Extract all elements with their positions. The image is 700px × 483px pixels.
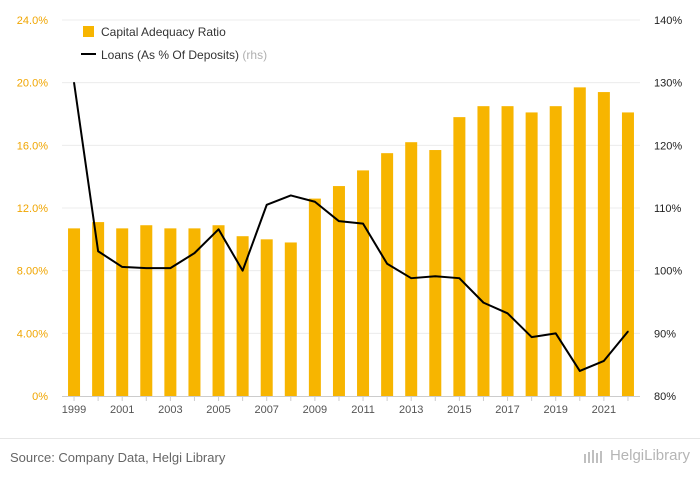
left-tick-label: 4.00% [17,328,48,340]
x-tick-label: 2013 [399,404,423,416]
right-axis: 80% 90% 100% 110% 120% 130% 140% [654,15,682,403]
bar [188,228,201,396]
source-note: Source: Company Data, Helgi Library [10,450,226,465]
right-tick-label: 120% [654,140,682,152]
grid-lines [62,19,640,397]
bar [549,106,562,397]
bar [573,87,586,396]
left-tick-label: 24.0% [17,15,48,27]
x-tick-label: 2021 [592,404,616,416]
bar [621,112,634,396]
bar [308,198,321,396]
legend-bar-swatch [83,26,94,37]
line-point [458,277,461,279]
line-point [603,360,605,362]
line-point [217,228,220,231]
bar [453,117,466,396]
bar [477,106,490,397]
legend: Capital Adequacy Ratio Loans (As % Of De… [81,25,267,62]
legend-line-label-text: Loans (As % Of Deposits) [101,48,239,62]
right-tick-label: 80% [654,391,676,403]
line-point [506,312,509,315]
line-point [121,266,124,268]
x-tick-label: 2015 [447,404,471,416]
line-point [265,204,268,206]
bar [525,112,538,396]
line-point [482,301,485,304]
x-tick-label: 1999 [62,404,86,416]
line-point [386,262,388,265]
x-axis: 1999 2001 2003 2005 2007 2009 2011 2013 2015 2017… [62,396,629,416]
line-point [97,250,99,253]
chart: 0% 4.00% 8.00% 12.0% 16.0% 20.0% 24.0% 80% 90% 1… [17,15,683,416]
line-point [434,275,437,278]
bar [597,92,610,397]
bar [332,186,345,396]
footer-divider [0,438,700,439]
line-point [73,81,75,84]
line-point [241,269,244,272]
brand-logo[interactable]: HelgiLibrary [583,447,690,464]
legend-line-label-suffix: (rhs) [242,48,267,62]
line-point [314,200,316,203]
legend-line-label: Loans (As % Of Deposits) (rhs) [101,48,267,62]
line-series [73,81,629,372]
line-path [73,82,629,372]
line-point [289,194,292,197]
left-tick-label: 20.0% [17,78,48,90]
x-tick-label: 2001 [110,404,134,416]
line-point [627,330,629,333]
line-point [145,267,148,269]
library-icon [583,449,602,463]
bar [116,228,129,396]
x-tick-label: 2003 [158,404,182,416]
right-tick-label: 90% [654,328,676,340]
line-point [554,332,557,335]
bar-series [68,87,634,397]
x-tick-label: 2009 [303,404,327,416]
x-tick-label: 2017 [495,404,519,416]
line-point [410,277,413,279]
right-tick-label: 110% [654,203,682,215]
right-tick-label: 140% [654,15,682,27]
right-tick-label: 130% [654,78,682,90]
line-point [362,222,364,225]
bar [68,228,81,396]
brand-name: HelgiLibrary [609,447,690,464]
bar [236,236,249,396]
line-point [169,267,172,269]
left-tick-label: 12.0% [17,203,48,215]
x-tick-label: 2005 [206,404,230,416]
line-point [530,336,533,338]
bar [501,106,514,397]
x-tick-label: 2019 [543,404,567,416]
left-axis: 0% 4.00% 8.00% 12.0% 16.0% 20.0% 24.0% [17,15,48,403]
bar [164,228,177,396]
right-tick-label: 100% [654,266,682,278]
line-point [338,220,340,222]
left-tick-label: 0% [32,391,48,403]
line-point [193,252,196,254]
line-point [578,370,581,372]
left-tick-label: 16.0% [17,140,48,152]
bar [381,153,394,396]
x-tick-label: 2011 [351,404,375,416]
bar [429,150,442,396]
x-tick-label: 2007 [254,404,278,416]
bar [357,170,370,396]
bar [284,242,297,396]
legend-bar-label: Capital Adequacy Ratio [101,25,226,39]
bar [212,225,225,396]
bar [405,142,418,396]
bar [260,239,273,396]
left-tick-label: 8.00% [17,266,48,278]
bar [92,222,105,396]
bar [140,225,153,396]
